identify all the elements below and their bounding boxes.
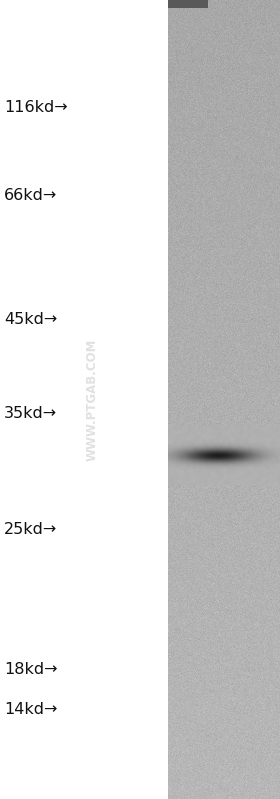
Text: 18kd→: 18kd→ xyxy=(4,662,57,678)
Text: 66kd→: 66kd→ xyxy=(4,189,57,204)
Text: 116kd→: 116kd→ xyxy=(4,101,68,116)
Text: 45kd→: 45kd→ xyxy=(4,312,57,327)
Text: 25kd→: 25kd→ xyxy=(4,523,57,538)
Text: WWW.PTGAB.COM: WWW.PTGAB.COM xyxy=(86,338,99,461)
Text: 14kd→: 14kd→ xyxy=(4,702,57,718)
Text: 35kd→: 35kd→ xyxy=(4,407,57,422)
